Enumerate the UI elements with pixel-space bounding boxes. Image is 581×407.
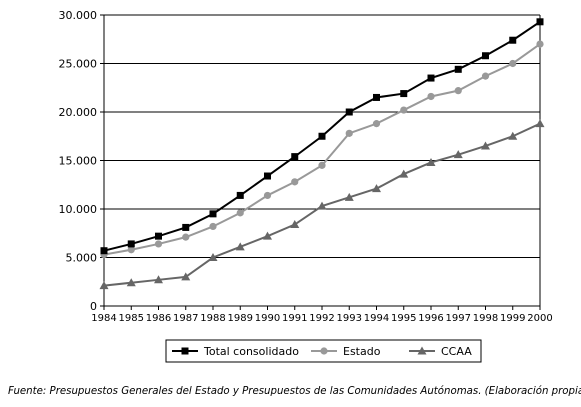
data-point-estado xyxy=(536,40,544,48)
line-chart: 0 5.000 10.000 15.000 20.000 25.000 30.000 198… xyxy=(59,9,553,363)
data-point-ccaa xyxy=(208,253,218,261)
legend-marker-ccaa xyxy=(417,346,427,355)
data-point-total-consolidado xyxy=(454,65,462,73)
x-tick-label: 1984 xyxy=(91,313,116,324)
data-point-ccaa xyxy=(535,119,545,128)
data-point-ccaa xyxy=(290,220,300,229)
data-point-total-consolidado xyxy=(482,52,489,60)
data-point-total-consolidado xyxy=(345,108,353,116)
data-point-total-consolidado xyxy=(427,74,435,82)
data-point-ccaa xyxy=(263,231,272,240)
gridlines xyxy=(103,14,541,307)
legend-marker-total-consolidado xyxy=(181,347,189,355)
x-tick-label: 1993 xyxy=(337,313,362,324)
x-axis-ticks: 1984 1985 1986 1987 1988 1989 1990 1991 1992 1993… xyxy=(91,306,553,324)
y-axis-ticks: 0 5.000 10.000 15.000 20.000 25.000 30.000 xyxy=(59,9,104,313)
data-point-total-consolidado xyxy=(536,18,544,26)
data-point-estado xyxy=(372,120,381,128)
data-point-ccaa xyxy=(181,272,191,281)
data-point-total-consolidado xyxy=(264,172,271,180)
x-tick-label: 1992 xyxy=(309,313,334,324)
data-point-ccaa xyxy=(235,242,245,251)
y-tick-label: 30.000 xyxy=(59,9,98,22)
x-tick-label: 1999 xyxy=(500,313,525,324)
data-point-ccaa xyxy=(154,275,163,284)
data-point-total-consolidado xyxy=(318,132,326,140)
data-point-total-consolidado xyxy=(236,191,244,199)
x-tick-label: 1994 xyxy=(364,313,389,324)
data-point-estado xyxy=(427,92,435,101)
data-point-ccaa xyxy=(426,157,436,166)
x-tick-label: 1989 xyxy=(228,313,253,324)
y-tick-label: 25.000 xyxy=(59,58,98,71)
legend: Total consolidado Estado CCAA xyxy=(165,339,482,363)
data-point-total-consolidado xyxy=(291,153,299,161)
y-tick-label: 0 xyxy=(90,300,97,313)
x-tick-label: 1996 xyxy=(418,313,443,324)
data-point-estado xyxy=(236,209,244,217)
data-point-total-consolidado xyxy=(209,210,217,218)
y-tick-label: 5.000 xyxy=(66,252,98,265)
data-point-ccaa xyxy=(317,201,327,210)
data-point-total-consolidado xyxy=(509,36,517,44)
x-tick-label: 1985 xyxy=(119,313,144,324)
data-point-total-consolidado xyxy=(100,247,108,255)
data-point-total-consolidado xyxy=(373,93,380,101)
x-tick-label: 1991 xyxy=(282,313,307,324)
x-tick-label: 1990 xyxy=(255,313,280,324)
data-point-ccaa xyxy=(99,281,109,290)
legend-marker-estado xyxy=(320,347,328,355)
legend-label-total-consolidado: Total consolidado xyxy=(203,345,299,358)
data-point-estado xyxy=(318,161,326,169)
data-point-estado xyxy=(400,106,408,114)
data-point-estado xyxy=(481,72,490,80)
source-note: Fuente: Presupuestos Generales del Estad… xyxy=(8,386,581,397)
data-point-ccaa xyxy=(399,169,409,178)
data-point-ccaa xyxy=(508,131,518,140)
x-tick-label: 2000 xyxy=(527,313,552,324)
data-point-estado xyxy=(263,191,272,200)
y-tick-label: 15.000 xyxy=(59,155,98,168)
x-tick-label: 1998 xyxy=(473,313,498,324)
x-tick-label: 1987 xyxy=(173,313,198,324)
data-point-ccaa xyxy=(344,192,354,201)
x-tick-label: 1997 xyxy=(446,313,471,324)
data-point-estado xyxy=(209,222,217,231)
data-point-total-consolidado xyxy=(400,90,408,98)
data-point-total-consolidado xyxy=(155,232,162,240)
data-point-estado xyxy=(154,240,163,248)
data-point-estado xyxy=(291,178,299,186)
data-point-ccaa xyxy=(453,150,463,159)
x-tick-label: 1986 xyxy=(146,313,171,324)
data-point-ccaa xyxy=(481,141,490,150)
data-point-total-consolidado xyxy=(182,223,190,231)
data-point-estado xyxy=(182,233,190,241)
legend-label-ccaa: CCAA xyxy=(441,345,472,358)
data-point-ccaa xyxy=(126,278,136,287)
series-lines xyxy=(99,18,545,290)
x-tick-label: 1995 xyxy=(391,313,416,324)
y-tick-label: 10.000 xyxy=(59,203,98,216)
x-tick-label: 1988 xyxy=(200,313,225,324)
y-tick-label: 20.000 xyxy=(59,106,98,119)
data-point-estado xyxy=(127,246,135,254)
data-point-estado xyxy=(509,59,517,68)
data-point-estado xyxy=(454,87,462,95)
data-point-total-consolidado xyxy=(127,240,135,248)
legend-label-estado: Estado xyxy=(343,345,381,358)
data-point-ccaa xyxy=(372,184,381,193)
data-point-estado xyxy=(345,129,353,137)
